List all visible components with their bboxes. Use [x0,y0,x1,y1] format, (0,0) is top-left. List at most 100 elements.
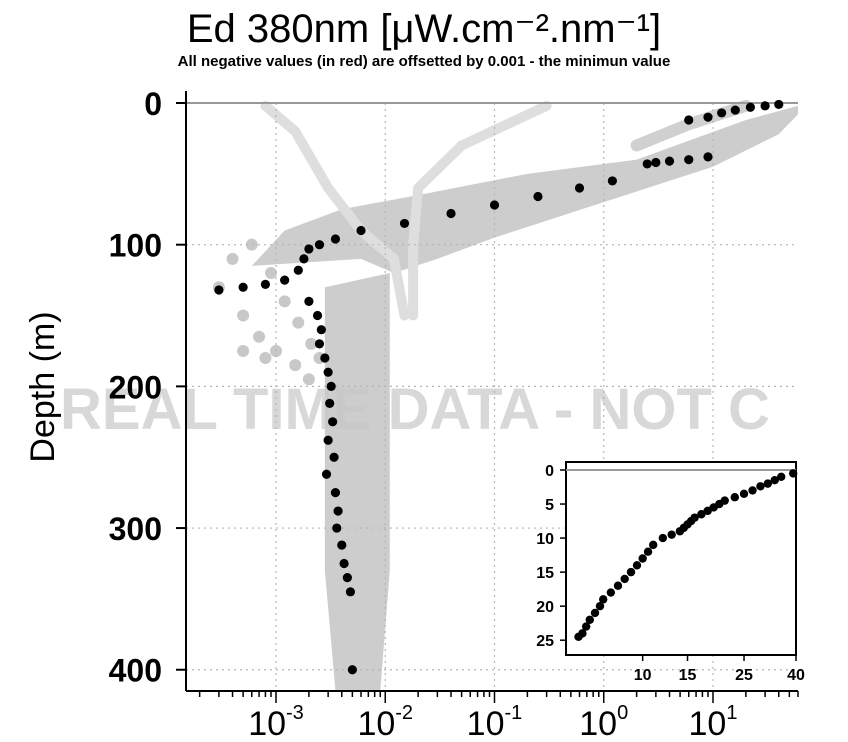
data-point [321,469,332,479]
data-point [703,152,713,162]
data-point [325,398,335,408]
data-point [326,381,336,391]
inset-x-tick-label: 10 [634,667,652,684]
x-tick-label: 10-3 [248,702,304,742]
inset-data-point [739,489,749,499]
data-point [337,540,347,550]
data-point [293,265,303,275]
inset-data-point [632,561,642,570]
data-point [314,240,325,250]
inset-data-point [585,615,594,624]
inset-data-point [658,533,668,543]
inset-data-point [626,567,636,577]
inset-data-point [777,472,786,482]
watermark-layer: REAL TIME DATA - NOT C [60,377,770,442]
data-point [214,285,224,295]
historical-point [226,252,239,265]
data-point [332,523,342,533]
historical-faint-curve-2 [260,100,410,321]
inset-y-tick-label: 25 [536,633,554,650]
data-point [339,558,349,569]
historical-point [302,373,315,386]
y-tick-label: 100 [109,228,162,264]
data-point [533,191,543,202]
x-tick-label: 101 [689,702,738,742]
data-point [299,254,309,264]
inset-chart: 0 5 10 15 20 25 10 15 25 40 [536,461,805,684]
y-tick-label: 400 [109,653,162,689]
inset-data-point [606,588,616,597]
data-point [280,275,290,285]
inset-y-tick-label: 10 [536,531,554,548]
inset-data-point [703,506,712,516]
data-point [642,159,652,169]
inset-data-point [788,469,798,478]
inset-y-tick-label: 5 [545,497,554,514]
data-point [330,488,341,498]
historical-point [305,337,318,350]
data-point [323,435,333,445]
data-point [574,183,585,193]
y-tick-label: 300 [109,511,162,547]
data-point [703,112,713,122]
inset-y-tick-label: 15 [536,565,554,582]
data-point [347,665,357,675]
data-point [356,225,366,236]
data-point [304,296,314,306]
historical-profiles [212,99,799,691]
x-tick-label: 100 [579,702,628,742]
inset-data-point [643,547,653,556]
data-point [745,102,755,112]
data-point [314,339,325,349]
data-point [717,108,727,118]
data-point [684,155,694,165]
inset-data-point [763,479,773,488]
data-point [489,200,500,210]
data-point [323,367,333,377]
current-profile [214,99,784,675]
inset-data-point [697,510,706,519]
inset-data-point [590,608,600,618]
data-point [651,157,661,168]
x-tick-label: 10-1 [467,702,523,742]
inset-data-point [574,632,583,641]
x-tick-label: 10-2 [357,702,413,742]
data-point [316,325,326,335]
historical-point [265,267,278,280]
historical-faint-curve [408,100,552,321]
inset-x-tick-label: 15 [679,667,697,684]
inset-data-point [638,554,647,563]
data-point [238,282,248,292]
historical-point [259,352,272,365]
data-point [342,573,352,583]
historical-point [278,295,291,308]
data-point [684,115,694,125]
data-point [345,587,356,597]
data-point [774,99,784,110]
data-point [329,452,339,462]
data-point [320,353,330,363]
inset-x-tick-label: 25 [735,667,753,684]
data-point [312,310,323,321]
chart-subtitle: All negative values (in red) are offsett… [177,53,671,70]
data-point [328,417,338,427]
data-point [260,279,271,289]
inset-y-tick-label: 20 [536,599,554,616]
inset-data-point [770,476,779,485]
historical-point [237,309,250,322]
historical-point [253,330,266,343]
inset-data-point [748,486,757,495]
inset-data-point [675,527,685,536]
data-point [730,105,740,115]
data-point [399,218,410,229]
data-point [330,234,341,244]
y-tick-label: 200 [109,369,162,405]
data-point [304,244,314,254]
inset-data-point [595,601,605,611]
data-point [664,156,675,166]
y-tick-label: 0 [144,86,162,122]
inset-data-point [730,493,739,502]
historical-point [237,344,250,357]
